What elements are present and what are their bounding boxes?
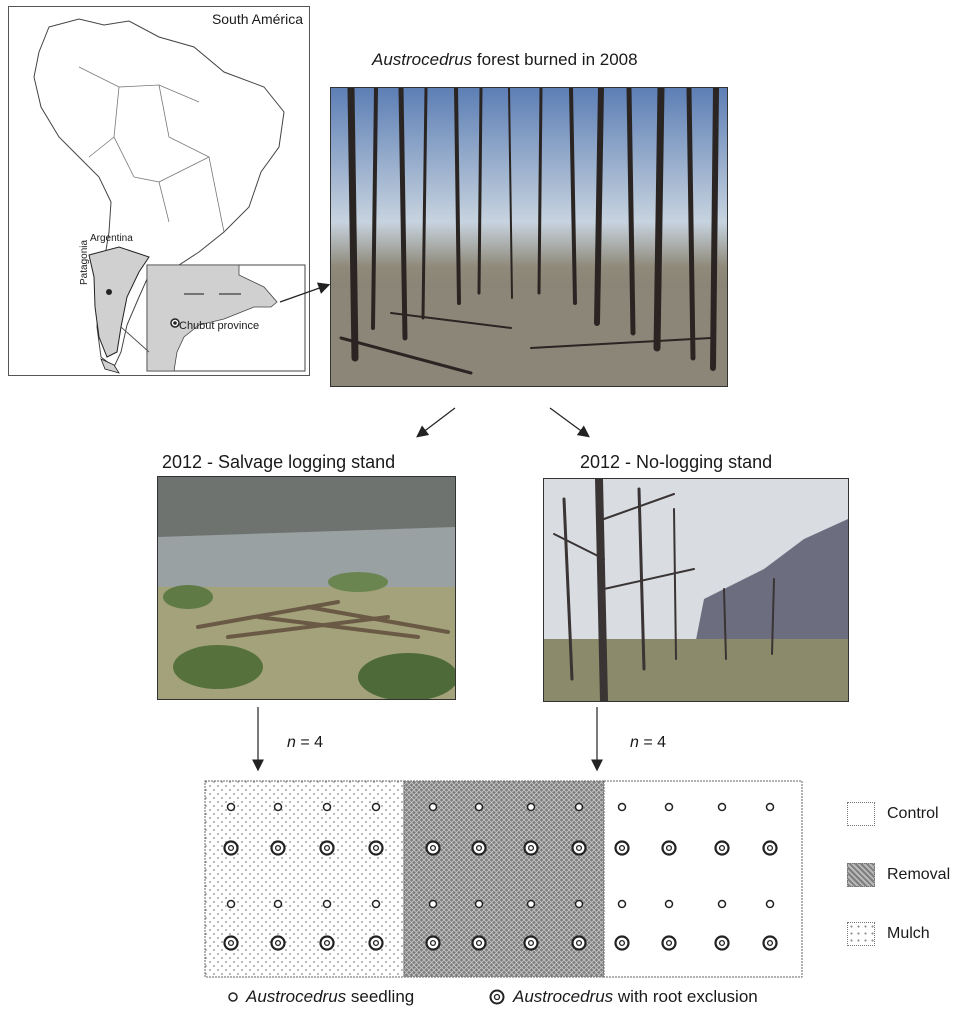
legend-control-swatch — [847, 802, 875, 826]
root-exclusion-symbol — [571, 840, 587, 856]
root-exclusion-legend-label: Austrocedrus with root exclusion — [513, 987, 758, 1006]
seedling-symbol-icon — [228, 992, 238, 1002]
province-label: Chubut province — [179, 320, 260, 332]
seedling-symbol — [617, 802, 627, 812]
seedling-symbol — [574, 802, 584, 812]
root-exclusion-symbol — [471, 840, 487, 856]
seedling-symbol — [371, 802, 381, 812]
nologging-photo-title: 2012 - No-logging stand — [580, 452, 773, 472]
legend-removal-label: Removal — [887, 866, 951, 883]
legend-mulch-label: Mulch — [887, 925, 930, 942]
salvage-photo-title: 2012 - Salvage logging stand — [162, 452, 396, 472]
map-to-photo-arrow — [279, 282, 331, 303]
root-exclusion-symbol — [571, 935, 587, 951]
burned-photo-title: Austrocedrus forest burned in 2008 — [372, 50, 638, 69]
root-exclusion-symbol — [319, 840, 335, 856]
root-exclusion-symbol — [368, 840, 384, 856]
seedling-symbol — [765, 899, 775, 909]
split-arrows — [416, 407, 590, 438]
location-map: South América Argentina Patagonia Chubut… — [8, 6, 310, 376]
south-america-map — [33, 18, 306, 374]
root-exclusion-symbol — [714, 935, 730, 951]
patagonia-region — [88, 246, 150, 358]
legend-mulch-swatch — [847, 922, 875, 946]
photo-to-plot-arrows — [252, 707, 603, 772]
seedling-symbol — [322, 802, 332, 812]
root-exclusion-symbol — [223, 840, 239, 856]
seedling-symbol — [226, 802, 236, 812]
seedling-symbol — [664, 802, 674, 812]
seedling-symbol — [474, 899, 484, 909]
root-exclusion-symbol — [614, 840, 630, 856]
root-exclusion-symbol — [661, 935, 677, 951]
site-marker-small — [106, 289, 112, 295]
root-exclusion-symbol — [762, 935, 778, 951]
seedling-symbol — [322, 899, 332, 909]
seedling-symbol — [717, 899, 727, 909]
nologging-photo — [543, 478, 849, 702]
seedling-symbol — [371, 899, 381, 909]
root-exclusion-symbol — [523, 935, 539, 951]
seedling-symbol — [664, 899, 674, 909]
replicate-label-left: n = 4 — [287, 734, 324, 751]
seedling-symbol — [526, 802, 536, 812]
salvage-logging-photo — [157, 476, 456, 700]
root-exclusion-symbol — [614, 935, 630, 951]
seedling-symbol — [474, 802, 484, 812]
continent-label: South América — [211, 11, 303, 27]
root-exclusion-symbol — [762, 840, 778, 856]
root-exclusion-symbol-icon — [489, 989, 505, 1005]
seedling-symbol — [617, 899, 627, 909]
seedling-symbol — [273, 899, 283, 909]
root-exclusion-symbol — [368, 935, 384, 951]
seedling-symbol — [526, 899, 536, 909]
replicate-label-right: n = 4 — [630, 734, 667, 751]
seedling-symbol — [717, 802, 727, 812]
region-label: Patagonia — [79, 239, 90, 285]
root-exclusion-symbol — [425, 935, 441, 951]
legend-removal-swatch — [847, 863, 875, 887]
root-exclusion-symbol — [523, 840, 539, 856]
seedling-symbol — [226, 899, 236, 909]
root-exclusion-symbol — [714, 840, 730, 856]
experimental-plot — [204, 780, 803, 978]
seedling-symbol — [765, 802, 775, 812]
root-exclusion-symbol — [661, 840, 677, 856]
root-exclusion-symbol — [425, 840, 441, 856]
seedling-symbol — [574, 899, 584, 909]
root-exclusion-symbol — [319, 935, 335, 951]
burned-forest-photo — [330, 87, 728, 387]
root-exclusion-symbol — [471, 935, 487, 951]
root-exclusion-symbol — [270, 935, 286, 951]
root-exclusion-symbol — [270, 840, 286, 856]
seedling-symbol — [428, 802, 438, 812]
south-america-outline — [33, 18, 285, 368]
country-label: Argentina — [90, 233, 133, 244]
root-exclusion-symbol — [223, 935, 239, 951]
seedling-symbol — [428, 899, 438, 909]
seedling-symbol — [273, 802, 283, 812]
seedling-legend-label: Austrocedrus seedling — [246, 987, 415, 1006]
legend-control-label: Control — [887, 805, 939, 822]
